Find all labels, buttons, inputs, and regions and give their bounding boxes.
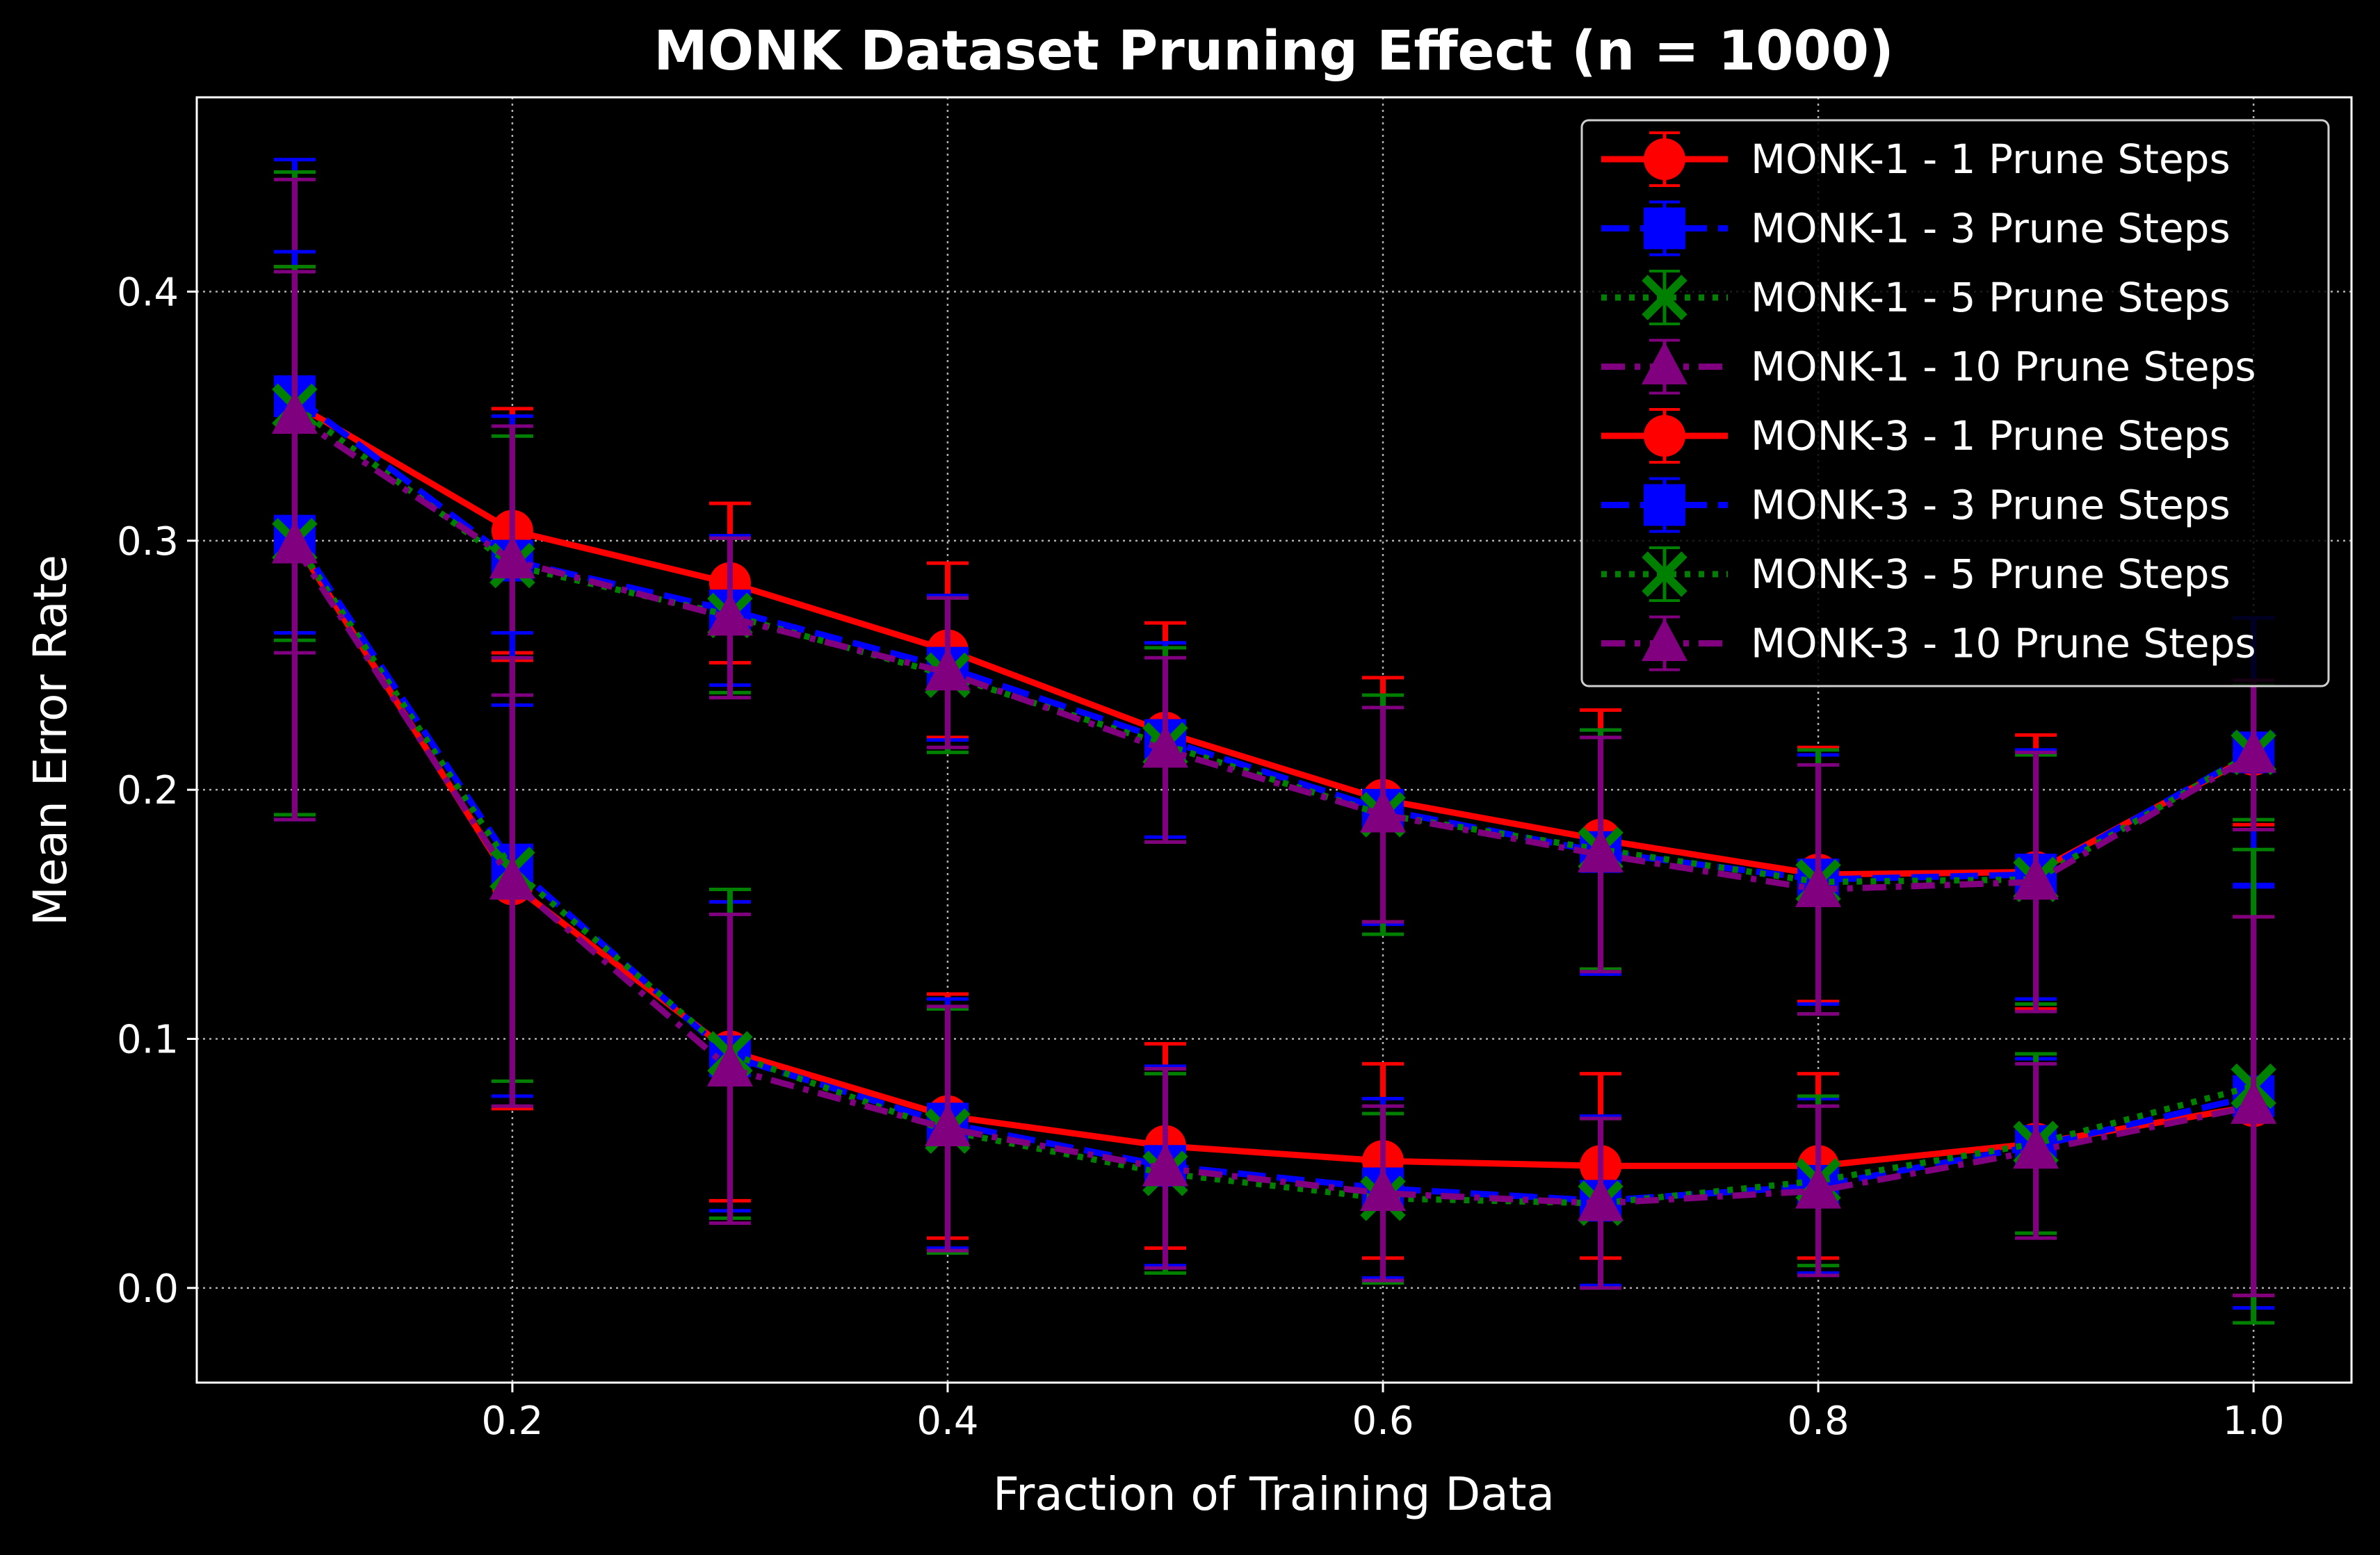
- legend-marker: [1642, 275, 1687, 320]
- legend-label: MONK-1 - 10 Prune Steps: [1751, 343, 2256, 391]
- x-tick-label: 1.0: [2223, 1399, 2285, 1444]
- data-point: [1142, 724, 1188, 768]
- series-line: [293, 400, 2256, 878]
- x-tick-label: 0.8: [1788, 1399, 1849, 1444]
- series-line: [292, 539, 2255, 1207]
- legend-marker: [1644, 484, 1685, 526]
- x-axis-label: Fraction of Training Data: [993, 1467, 1555, 1521]
- data-point: [1795, 864, 1842, 907]
- x-tick-label: 0.6: [1352, 1399, 1414, 1444]
- axis-ticks: 0.2 0.4 0.6 0.8 1.0 0.0 0.1 0.2 0.3 0.4: [117, 270, 2285, 1444]
- data-point: [924, 647, 971, 691]
- legend: MONK-1 - 1 Prune Steps MONK-1 - 3 Prune S…: [1580, 119, 2330, 687]
- data-point: [489, 535, 535, 578]
- legend-label: MONK-1 - 3 Prune Steps: [1751, 205, 2231, 252]
- data-point: [489, 856, 535, 900]
- legend-label: MONK-3 - 3 Prune Steps: [1751, 482, 2231, 529]
- data-point: [1795, 1166, 1842, 1209]
- legend-entry: MONK-1 - 3 Prune Steps: [1601, 200, 2231, 257]
- plot-series: [271, 158, 2277, 1325]
- data-point: [1360, 1168, 1407, 1212]
- data-point: [706, 592, 753, 636]
- legend-entry: MONK-1 - 10 Prune Steps: [1601, 339, 2256, 395]
- data-point: [2013, 856, 2059, 900]
- data-point: [1578, 1178, 1624, 1221]
- data-point: [1360, 790, 1407, 833]
- data-point: [2231, 730, 2277, 773]
- legend-box: [1580, 119, 2330, 687]
- data-point: [1578, 829, 1624, 872]
- legend-marker: [1644, 207, 1685, 250]
- data-point: [924, 1103, 971, 1146]
- data-point: [2231, 1081, 2277, 1124]
- legend-entry: MONK-3 - 5 Prune Steps: [1601, 546, 2231, 602]
- legend-entry: MONK-3 - 3 Prune Steps: [1601, 477, 2231, 533]
- x-tick-label: 0.4: [916, 1399, 978, 1444]
- legend-label: MONK-3 - 5 Prune Steps: [1751, 551, 2231, 598]
- series-line: [293, 413, 2256, 893]
- data-point: [1142, 1143, 1188, 1187]
- series-line: [293, 403, 2256, 886]
- legend-label: MONK-1 - 5 Prune Steps: [1751, 274, 2231, 321]
- legend-label: MONK-3 - 10 Prune Steps: [1751, 620, 2256, 667]
- legend-marker: [1644, 415, 1685, 457]
- y-tick-label: 0.0: [117, 1267, 179, 1312]
- series-line: [293, 393, 2256, 883]
- data-point: [706, 1043, 753, 1086]
- legend-marker: [1642, 341, 1687, 384]
- legend-entry: MONK-1 - 5 Prune Steps: [1601, 270, 2231, 325]
- legend-marker: [1642, 551, 1687, 597]
- y-tick-label: 0.1: [117, 1018, 179, 1063]
- legend-marker: [1644, 138, 1685, 180]
- y-tick-label: 0.4: [117, 270, 179, 316]
- y-tick-label: 0.3: [117, 519, 179, 564]
- legend-marker: [1642, 618, 1687, 661]
- data-point: [271, 521, 318, 564]
- series-line: [292, 544, 2255, 1207]
- x-tick-label: 0.2: [481, 1399, 543, 1444]
- series-8: [271, 270, 2277, 1298]
- data-point: [2013, 1125, 2059, 1169]
- y-tick-label: 0.2: [117, 768, 179, 813]
- legend-entry: MONK-1 - 1 Prune Steps: [1601, 131, 2231, 187]
- legend-entry: MONK-3 - 1 Prune Steps: [1601, 408, 2231, 464]
- legend-entry: MONK-3 - 10 Prune Steps: [1601, 615, 2256, 671]
- chart-title: MONK Dataset Pruning Effect (n = 1000): [654, 20, 1893, 83]
- series-line: [292, 539, 2254, 1169]
- legend-label: MONK-3 - 1 Prune Steps: [1751, 412, 2231, 459]
- legend-label: MONK-1 - 1 Prune Steps: [1751, 136, 2231, 183]
- y-axis-label: Mean Error Rate: [24, 555, 77, 926]
- axes-frame: [195, 96, 2353, 1384]
